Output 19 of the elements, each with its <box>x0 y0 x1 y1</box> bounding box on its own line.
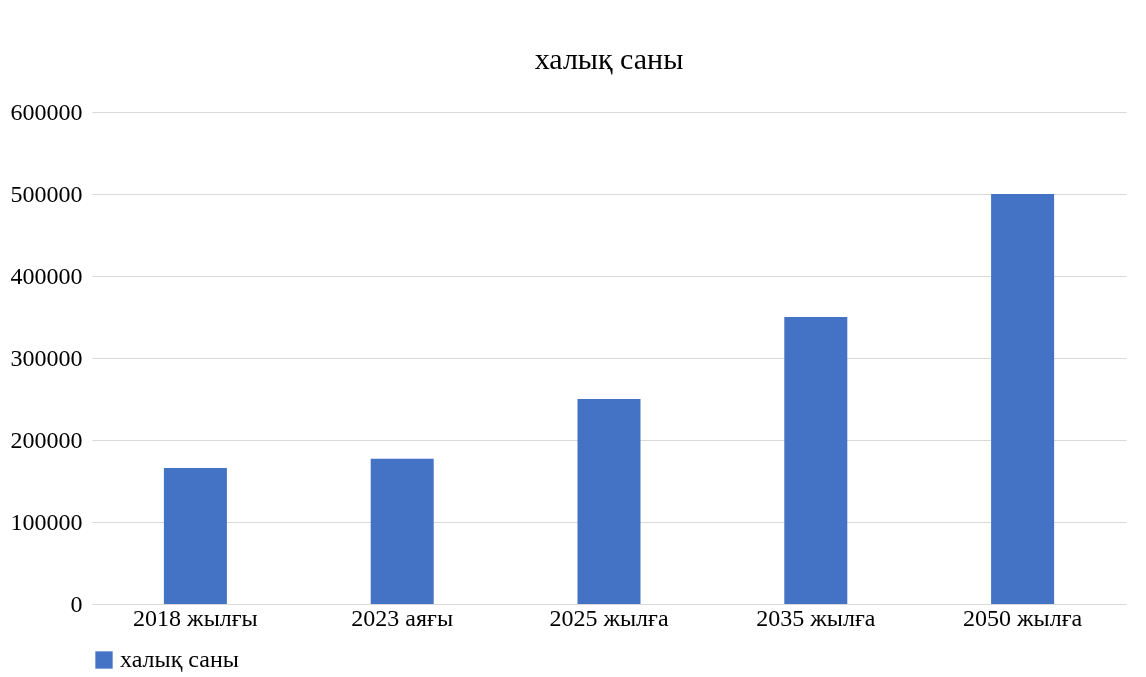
x-tick-label: 2018 жылғы <box>133 604 258 631</box>
y-tick-label: 100000 <box>10 508 83 535</box>
x-tick-label: 2050 жылға <box>963 604 1083 631</box>
bar <box>163 467 227 604</box>
bar <box>991 194 1055 604</box>
x-tick-label: 2023 аяғы <box>351 604 454 631</box>
y-tick-label: 600000 <box>10 98 83 125</box>
x-tick-label: 2035 жылға <box>756 604 876 631</box>
legend-label: халық саны <box>120 646 239 672</box>
y-tick-label: 200000 <box>10 426 83 453</box>
bar <box>370 458 434 604</box>
y-tick-label: 0 <box>70 590 83 617</box>
x-tick-label: 2025 жылға <box>549 604 669 631</box>
y-tick-label: 300000 <box>10 344 83 371</box>
y-tick-label: 400000 <box>10 262 83 289</box>
chart-title: халық саны <box>534 42 684 75</box>
bar <box>577 399 641 604</box>
bar <box>784 317 848 604</box>
y-tick-label: 500000 <box>10 180 83 207</box>
